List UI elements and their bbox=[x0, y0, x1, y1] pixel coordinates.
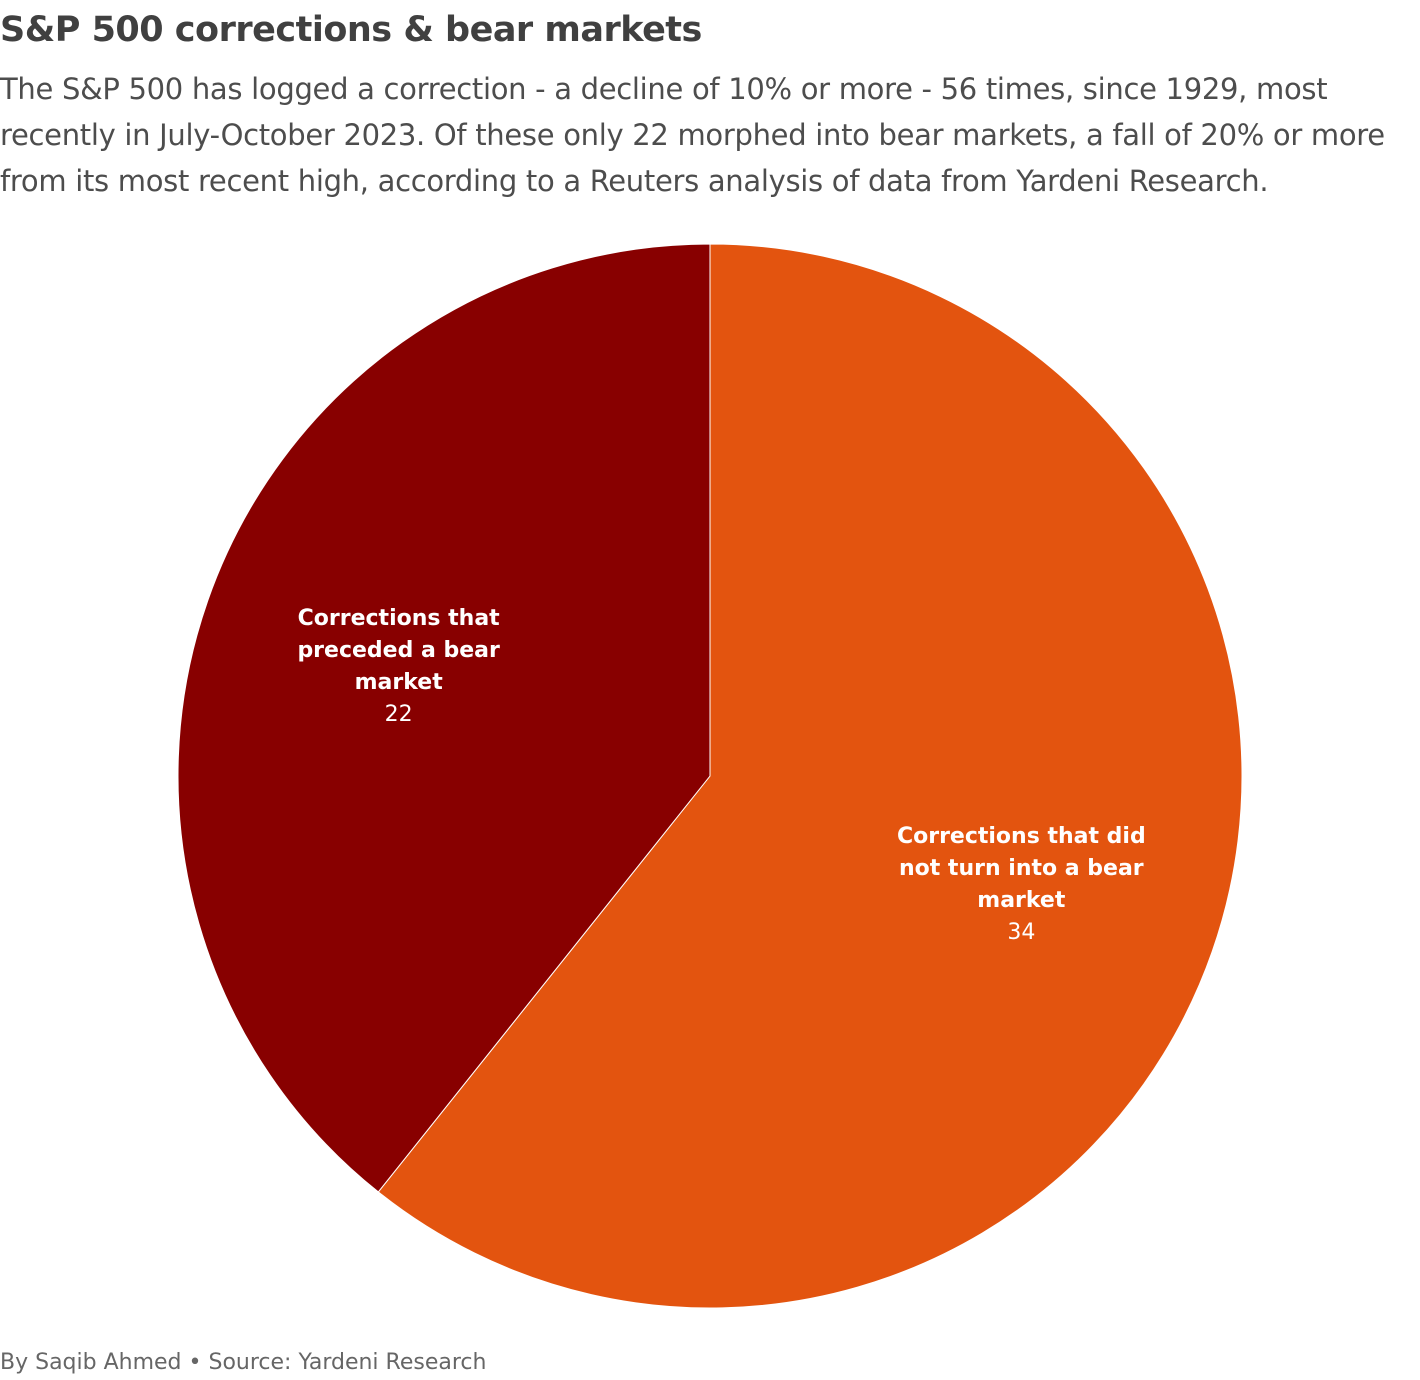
slice-label-line: not turn into a bear bbox=[899, 856, 1144, 881]
slice-label-line: Corrections that bbox=[298, 606, 501, 631]
footer-credit: By Saqib Ahmed • Source: Yardeni Researc… bbox=[0, 1350, 487, 1375]
pie-slices bbox=[177, 243, 1243, 1309]
chart-title: S&P 500 corrections & bear markets bbox=[0, 10, 702, 50]
slice-label-line: preceded a bear bbox=[297, 638, 500, 663]
slice-label-1: Corrections that did not turn into a bear… bbox=[897, 824, 1146, 945]
slice-label-line: market bbox=[355, 670, 444, 695]
slice-label-line: market bbox=[977, 888, 1066, 913]
pie-slice-1 bbox=[377, 243, 1243, 1309]
slice-label-2: Corrections that preceded a bear market 22 bbox=[297, 606, 500, 727]
pie-labels: Corrections that did not turn into a bear… bbox=[297, 606, 1145, 945]
slice-value-label: 34 bbox=[1007, 920, 1035, 945]
slice-label-line: Corrections that did bbox=[897, 824, 1146, 849]
chart-subtitle: The S&P 500 has logged a correction - a … bbox=[0, 72, 1385, 198]
pie-slice-2 bbox=[177, 243, 711, 1193]
slice-value-label: 22 bbox=[385, 702, 413, 727]
